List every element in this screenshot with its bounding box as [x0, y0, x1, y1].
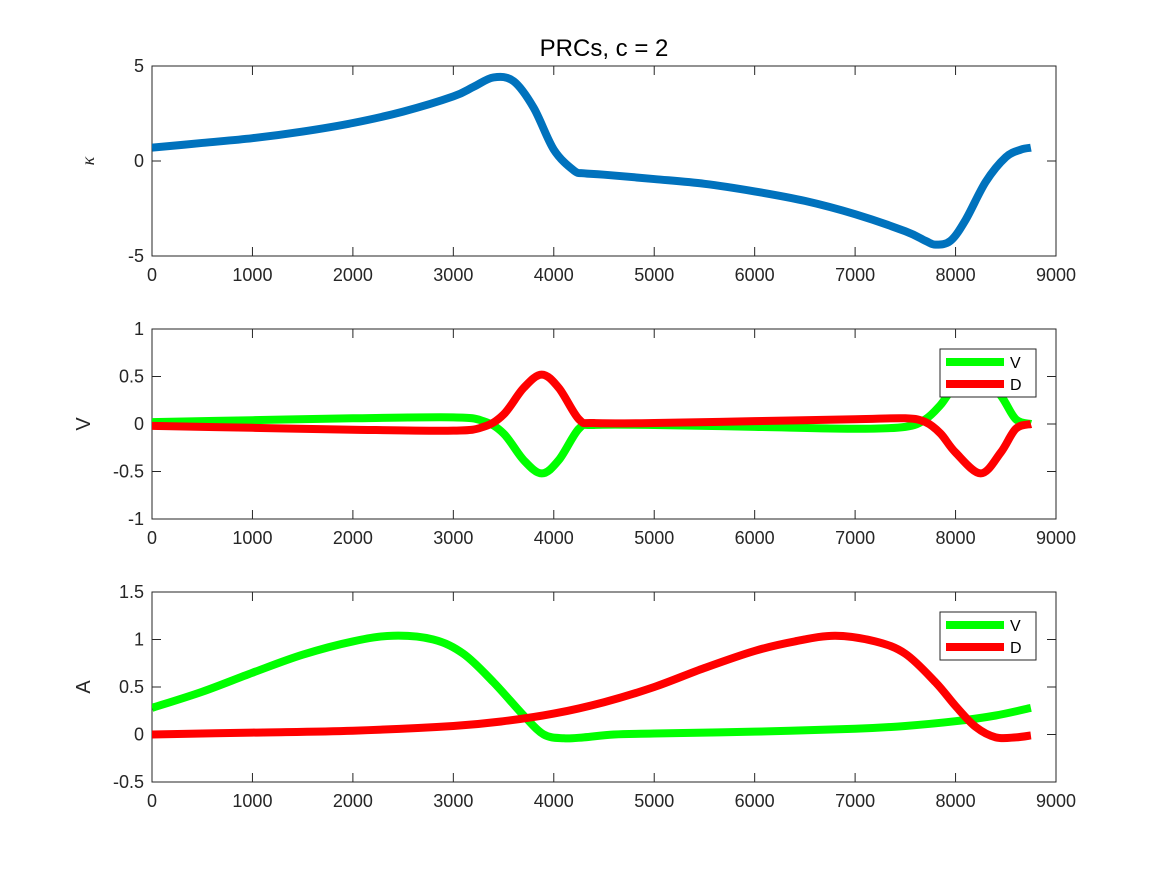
y-tick-label: 0.5	[119, 677, 144, 697]
x-tick-label: 8000	[936, 791, 976, 811]
y-tick-label: -5	[128, 246, 144, 266]
x-tick-label: 0	[147, 265, 157, 285]
legend-label: D	[1010, 377, 1022, 394]
x-tick-label: 9000	[1036, 265, 1076, 285]
y-tick-label: 0	[134, 151, 144, 171]
series-line-1	[152, 72, 1032, 249]
y-tick-label: 1.5	[119, 582, 144, 602]
x-tick-label: 5000	[634, 265, 674, 285]
x-tick-label: 1000	[232, 265, 272, 285]
legend-label: V	[1010, 355, 1021, 372]
y-tick-label: 1	[134, 630, 144, 650]
legend-label: D	[1010, 640, 1022, 657]
x-tick-label: 2000	[333, 791, 373, 811]
y-tick-label: 1	[134, 319, 144, 339]
y-tick-label: 0.5	[119, 367, 144, 387]
axes-3: 0 1000 2000 3000 4000 5000 6000 7000 8000 9000 -0.…	[73, 582, 1076, 811]
x-tick-label: 1000	[232, 791, 272, 811]
y-axis-label: V	[73, 417, 95, 431]
x-tick-label: 7000	[835, 791, 875, 811]
legend-box	[939, 611, 1037, 661]
x-tick-label: 8000	[936, 528, 976, 548]
x-tick-label: 5000	[634, 528, 674, 548]
x-tick-label: 0	[147, 528, 157, 548]
y-tick-label: 5	[134, 56, 144, 76]
legend-box	[939, 348, 1037, 398]
x-tick-label: 4000	[534, 265, 574, 285]
series-line-d	[152, 370, 1033, 478]
x-tick-label: 3000	[433, 791, 473, 811]
axes-1: 0 1000 2000 3000 4000 5000 6000 7000 8000 9000-50…	[78, 35, 1076, 285]
y-tick-label: -0.5	[113, 462, 144, 482]
x-tick-label: 6000	[735, 791, 775, 811]
x-tick-label: 5000	[634, 791, 674, 811]
legend: VD	[939, 348, 1037, 398]
x-tick-label: 7000	[835, 528, 875, 548]
chart-title: PRCs, c = 2	[540, 35, 669, 62]
legend-label: V	[1010, 618, 1021, 635]
y-tick-label: 0	[134, 725, 144, 745]
x-tick-label: 3000	[433, 265, 473, 285]
x-tick-label: 6000	[735, 528, 775, 548]
legend: VD	[939, 611, 1037, 661]
x-tick-label: 9000	[1036, 528, 1076, 548]
series-line-d	[152, 631, 1032, 743]
x-tick-label: 9000	[1036, 791, 1076, 811]
x-tick-label: 8000	[936, 265, 976, 285]
x-tick-label: 4000	[534, 528, 574, 548]
x-tick-label: 3000	[433, 528, 473, 548]
x-tick-label: 6000	[735, 265, 775, 285]
x-tick-label: 2000	[333, 528, 373, 548]
x-tick-label: 0	[147, 791, 157, 811]
axes-frame	[151, 65, 1057, 257]
y-axis-label: κ	[78, 156, 98, 165]
y-tick-label: 0	[134, 414, 144, 434]
y-tick-label: -0.5	[113, 772, 144, 792]
y-axis-label: A	[73, 680, 95, 694]
x-tick-label: 1000	[232, 528, 272, 548]
y-tick-label: -1	[128, 509, 144, 529]
series-line-v	[152, 631, 1032, 743]
x-tick-label: 7000	[835, 265, 875, 285]
axes-frame	[151, 591, 1057, 783]
x-tick-label: 2000	[333, 265, 373, 285]
x-tick-label: 4000	[534, 791, 574, 811]
axes-2: 0 1000 2000 3000 4000 5000 6000 7000 8000 9000 -1 -…	[73, 319, 1076, 548]
